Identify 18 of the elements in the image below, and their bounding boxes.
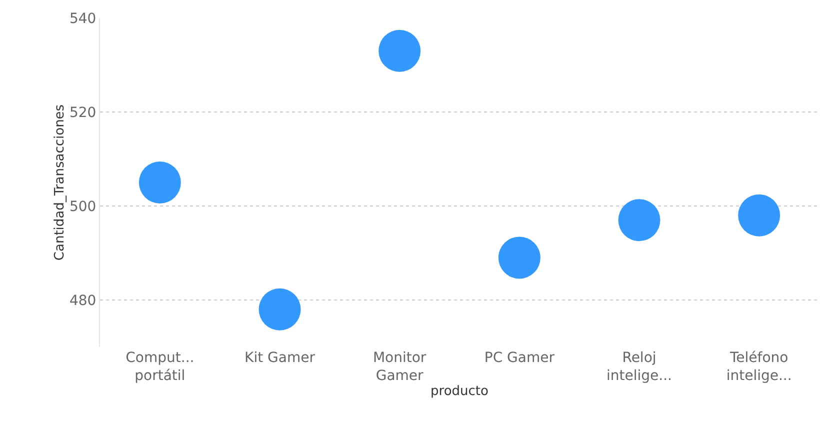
y-tick-label: 520 (69, 104, 96, 121)
x-tick-label: Monitor Gamer (372, 350, 426, 384)
point (738, 194, 780, 236)
x-tick-label: Kit Gamer (244, 350, 316, 366)
y-tick-label: 480 (69, 292, 96, 309)
point (498, 236, 540, 279)
point (258, 288, 301, 330)
y-tick-label: 540 (69, 10, 96, 27)
y-axis-title: Cantidad_Transacciones (52, 104, 68, 261)
x-tick-label: Comput... portátil (126, 350, 194, 384)
point (138, 162, 181, 204)
point (618, 199, 660, 242)
x-axis-title: producto (430, 384, 489, 399)
x-tick-label: PC Gamer (484, 350, 555, 366)
x-tick-label: Teléfono intelige... (726, 350, 792, 384)
x-tick-label: Reloj intelige... (606, 350, 672, 384)
y-tick-label: 500 (69, 198, 96, 215)
point (378, 30, 421, 72)
